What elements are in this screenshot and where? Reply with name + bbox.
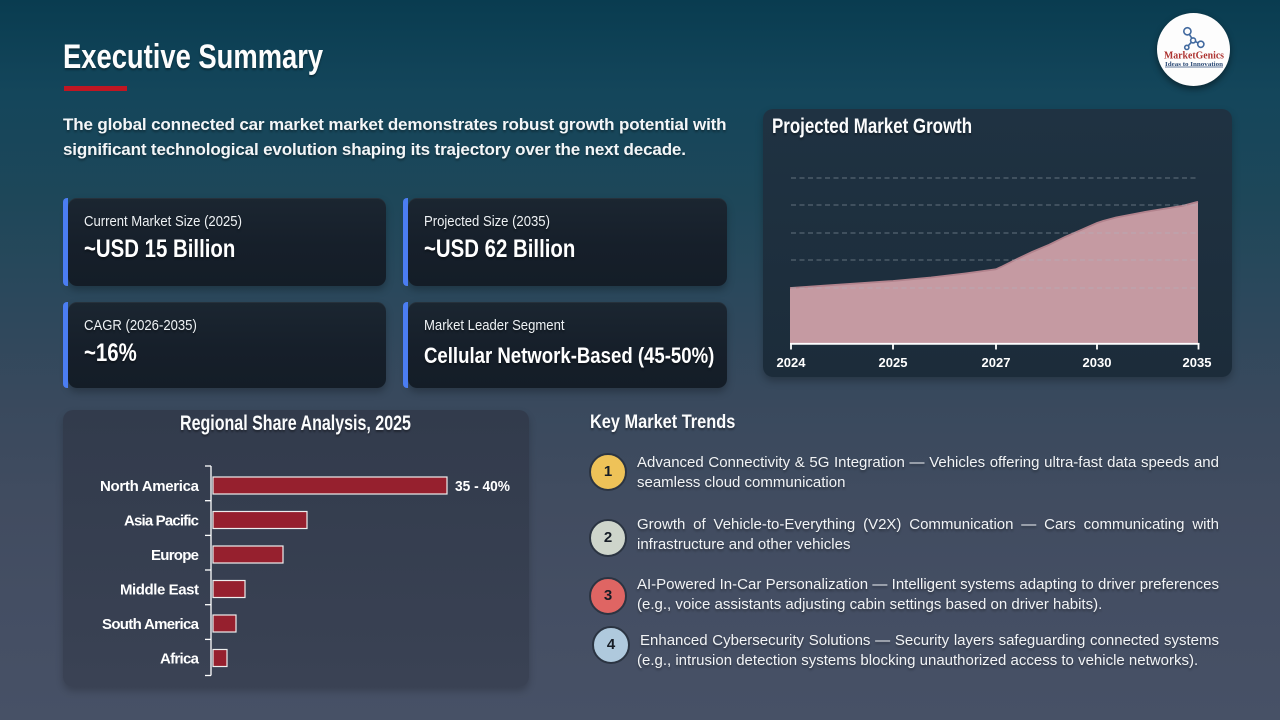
svg-text:MarketGenics: MarketGenics [1164, 51, 1224, 62]
svg-text:North America: North America [100, 478, 200, 495]
svg-text:Africa: Africa [160, 651, 200, 668]
svg-text:2025: 2025 [879, 355, 908, 370]
svg-text:2035: 2035 [1183, 355, 1212, 370]
svg-text:2027: 2027 [982, 355, 1011, 370]
svg-text:Asia Pacific: Asia Pacific [124, 513, 199, 530]
svg-text:Europe: Europe [151, 547, 199, 564]
svg-text:35 - 40%: 35 - 40% [455, 478, 510, 495]
svg-text:2024: 2024 [777, 355, 807, 370]
svg-text:South America: South America [102, 616, 200, 633]
svg-text:Ideas to Innovation: Ideas to Innovation [1165, 61, 1223, 68]
svg-text:2030: 2030 [1083, 355, 1112, 370]
svg-text:Middle East: Middle East [120, 582, 199, 599]
